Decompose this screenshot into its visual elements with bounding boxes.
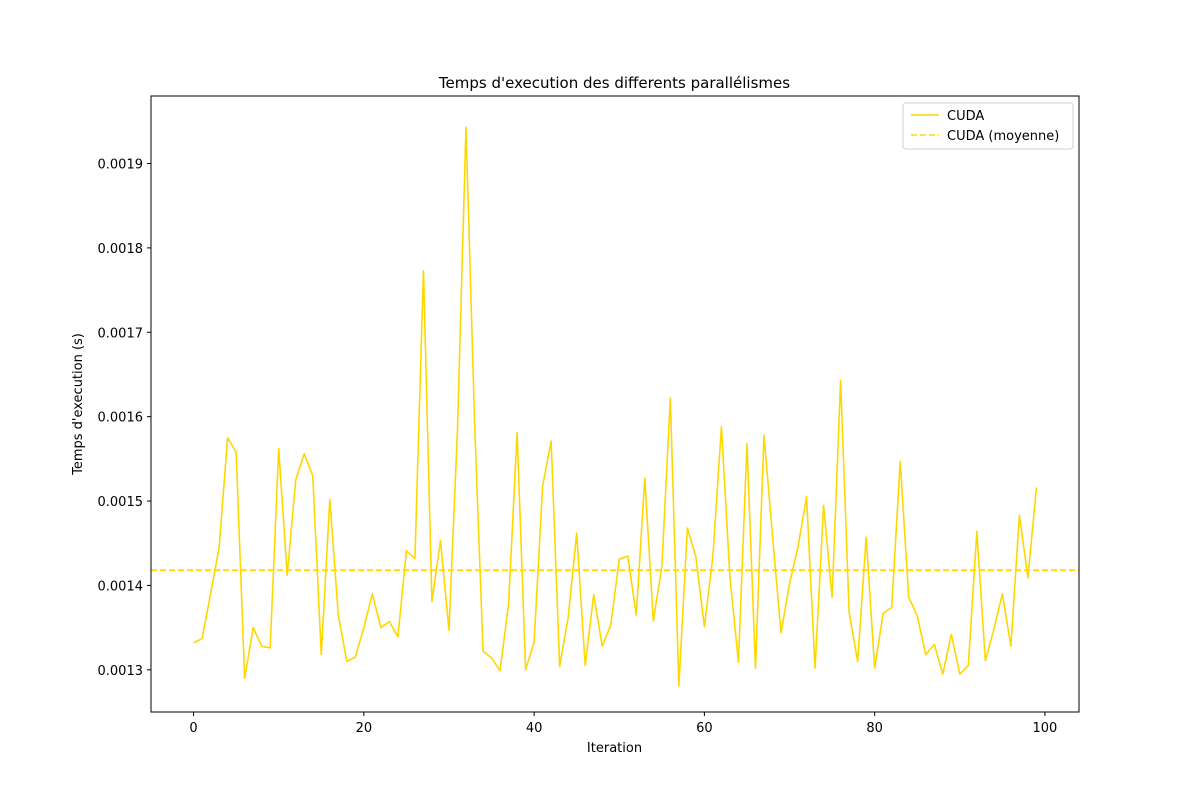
plot-area [151,126,1079,687]
x-tick-label: 100 [1033,721,1058,736]
legend-entry-label: CUDA (moyenne) [947,129,1059,144]
y-axis-label: Temps d'execution (s) [71,333,86,476]
y-tick-label: 0.0015 [98,495,144,510]
chart-title: Temps d'execution des differents parallé… [438,74,790,92]
x-axis-label: Iteration [587,741,642,756]
axis-ticks: 0 20 40 60 80 100 0.0013 0.0014 0.0015 0.0016 0.00… [98,158,1058,736]
series-line-cuda [193,126,1038,687]
y-tick-label: 0.0017 [98,326,144,341]
y-tick-label: 0.0018 [98,242,144,257]
y-tick-label: 0.0013 [98,664,144,679]
x-tick-label: 40 [526,721,543,736]
x-tick-label: 60 [696,721,713,736]
x-tick-label: 20 [356,721,373,736]
legend: CUDA CUDA (moyenne) [902,102,1074,150]
x-tick-label: 80 [866,721,883,736]
plot-frame [150,95,1080,713]
y-tick-label: 0.0019 [98,158,144,173]
y-tick-label: 0.0014 [98,579,144,594]
y-tick-label: 0.0016 [98,411,144,426]
legend-box [902,102,1074,150]
x-tick-label: 0 [189,721,197,736]
legend-entry-label: CUDA [947,109,984,124]
